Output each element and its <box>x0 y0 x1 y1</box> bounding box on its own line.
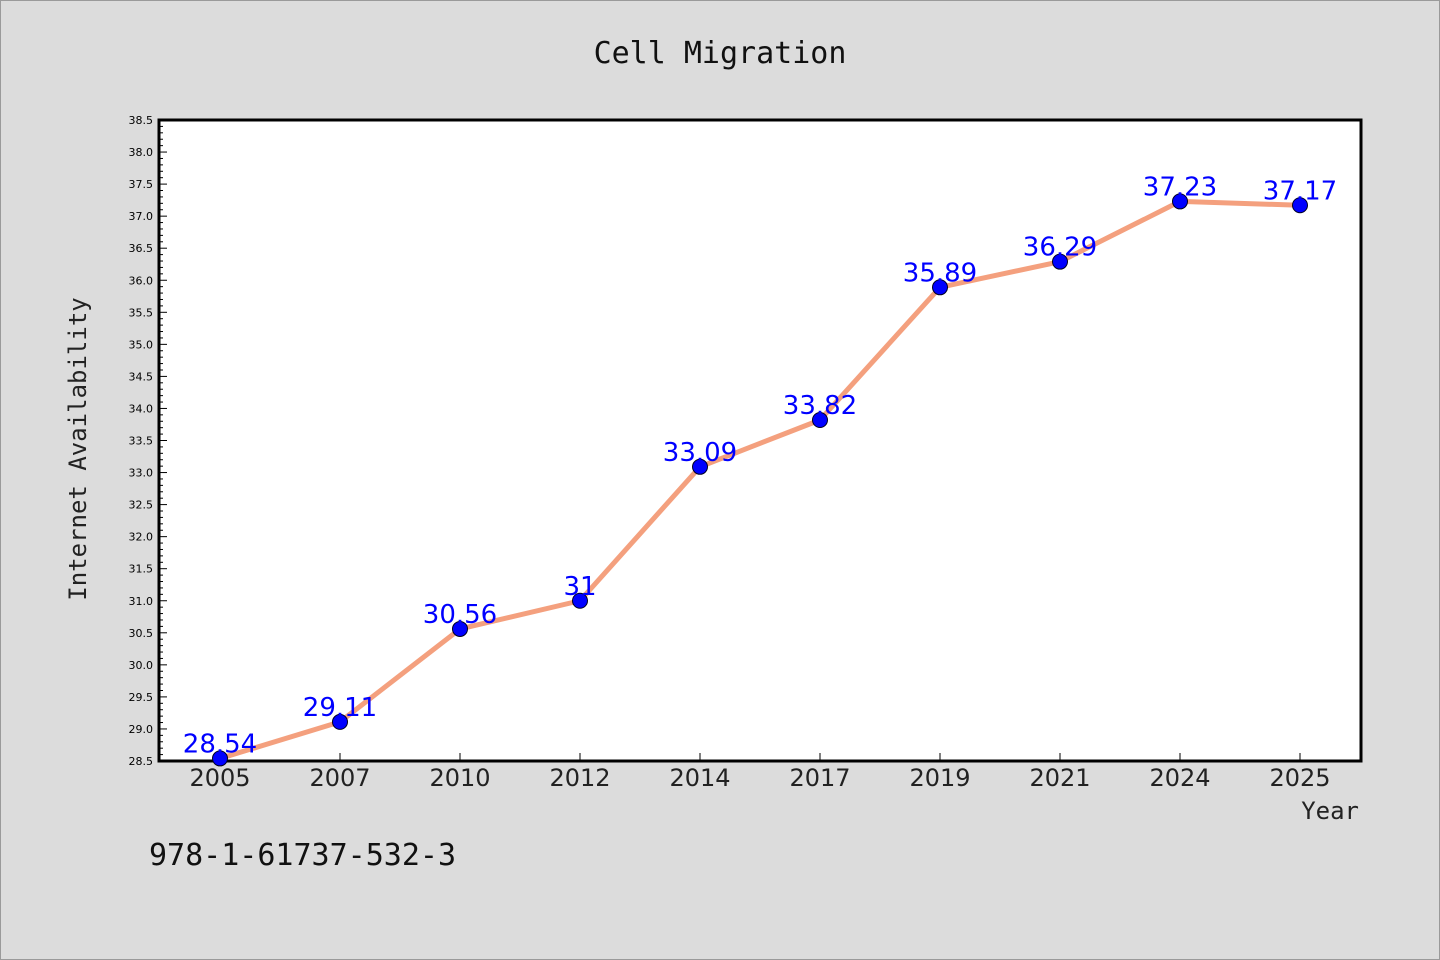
footnote-isbn: 978-1-61737-532-3 <box>149 838 456 873</box>
series-layer <box>212 193 1308 767</box>
data-label: 35.89 <box>903 258 977 288</box>
data-point-marker <box>1292 197 1308 214</box>
x-tick-label: 2014 <box>669 764 730 792</box>
x-tick-label: 2024 <box>1149 764 1210 792</box>
data-label-layer: 28.54 29.11 30.56 31 33.09 33.82 35.89 36.29 37.… <box>183 172 1337 759</box>
x-axis: 2005 2007 2010 2012 2014 2017 2019 2021 2024 2025 <box>189 753 1331 792</box>
y-tick-label: 33.5 <box>129 435 154 448</box>
y-axis-title: Internet Availability <box>64 297 92 600</box>
x-tick-label: 2021 <box>1029 764 1090 792</box>
data-point-marker <box>812 411 828 428</box>
data-label: 36.29 <box>1023 233 1097 263</box>
y-tick-label: 35.0 <box>129 338 154 351</box>
y-tick-label: 38.5 <box>129 114 154 127</box>
y-tick-label: 30.5 <box>129 627 154 640</box>
data-point-marker <box>1172 193 1188 210</box>
data-label: 33.82 <box>783 391 857 421</box>
y-tick-label: 38.0 <box>129 146 154 159</box>
y-tick-label: 31.5 <box>129 563 154 576</box>
chart-title: Cell Migration <box>594 36 847 71</box>
x-axis-title: Year <box>1301 797 1359 825</box>
y-tick-label: 37.0 <box>129 210 154 223</box>
data-label: 30.56 <box>423 600 497 630</box>
y-tick-label: 32.5 <box>129 499 154 512</box>
data-label: 37.17 <box>1263 176 1337 206</box>
x-tick-label: 2019 <box>909 764 970 792</box>
y-tick-label: 31.0 <box>129 595 154 608</box>
x-tick-label: 2005 <box>189 764 250 792</box>
data-label: 37.23 <box>1143 172 1217 202</box>
plot-area <box>157 118 1363 763</box>
data-label: 29.11 <box>303 693 377 723</box>
y-tick-label: 34.0 <box>129 402 154 415</box>
data-point-marker <box>452 620 468 637</box>
data-label: 31 <box>563 572 596 602</box>
data-point-marker <box>332 713 348 730</box>
y-tick-label: 37.5 <box>129 178 154 191</box>
y-axis: 28.5 29.0 29.5 30.0 30.5 31.0 31.5 32.0 32.5 33.0… <box>129 114 167 768</box>
series-line <box>217 198 1303 761</box>
data-label: 28.54 <box>183 729 257 759</box>
y-tick-label: 30.0 <box>129 659 154 672</box>
data-point-marker <box>692 458 708 475</box>
y-tick-label: 36.5 <box>129 242 154 255</box>
y-tick-label: 36.0 <box>129 274 154 287</box>
data-label: 33.09 <box>663 438 737 468</box>
data-point-marker <box>1052 253 1068 270</box>
x-tick-label: 2012 <box>549 764 610 792</box>
y-tick-label: 29.0 <box>129 723 154 736</box>
y-tick-label: 29.5 <box>129 691 154 704</box>
data-point-marker <box>212 750 228 767</box>
y-tick-label: 32.0 <box>129 531 154 544</box>
y-tick-label: 33.0 <box>129 467 154 480</box>
x-tick-label: 2007 <box>309 764 370 792</box>
data-point-marker <box>932 279 948 296</box>
x-tick-label: 2017 <box>789 764 850 792</box>
y-tick-label: 35.5 <box>129 306 154 319</box>
x-tick-label: 2025 <box>1269 764 1330 792</box>
data-point-marker <box>572 592 588 609</box>
y-tick-label: 34.5 <box>129 370 154 383</box>
x-tick-label: 2010 <box>429 764 490 792</box>
y-tick-label: 28.5 <box>129 755 154 768</box>
